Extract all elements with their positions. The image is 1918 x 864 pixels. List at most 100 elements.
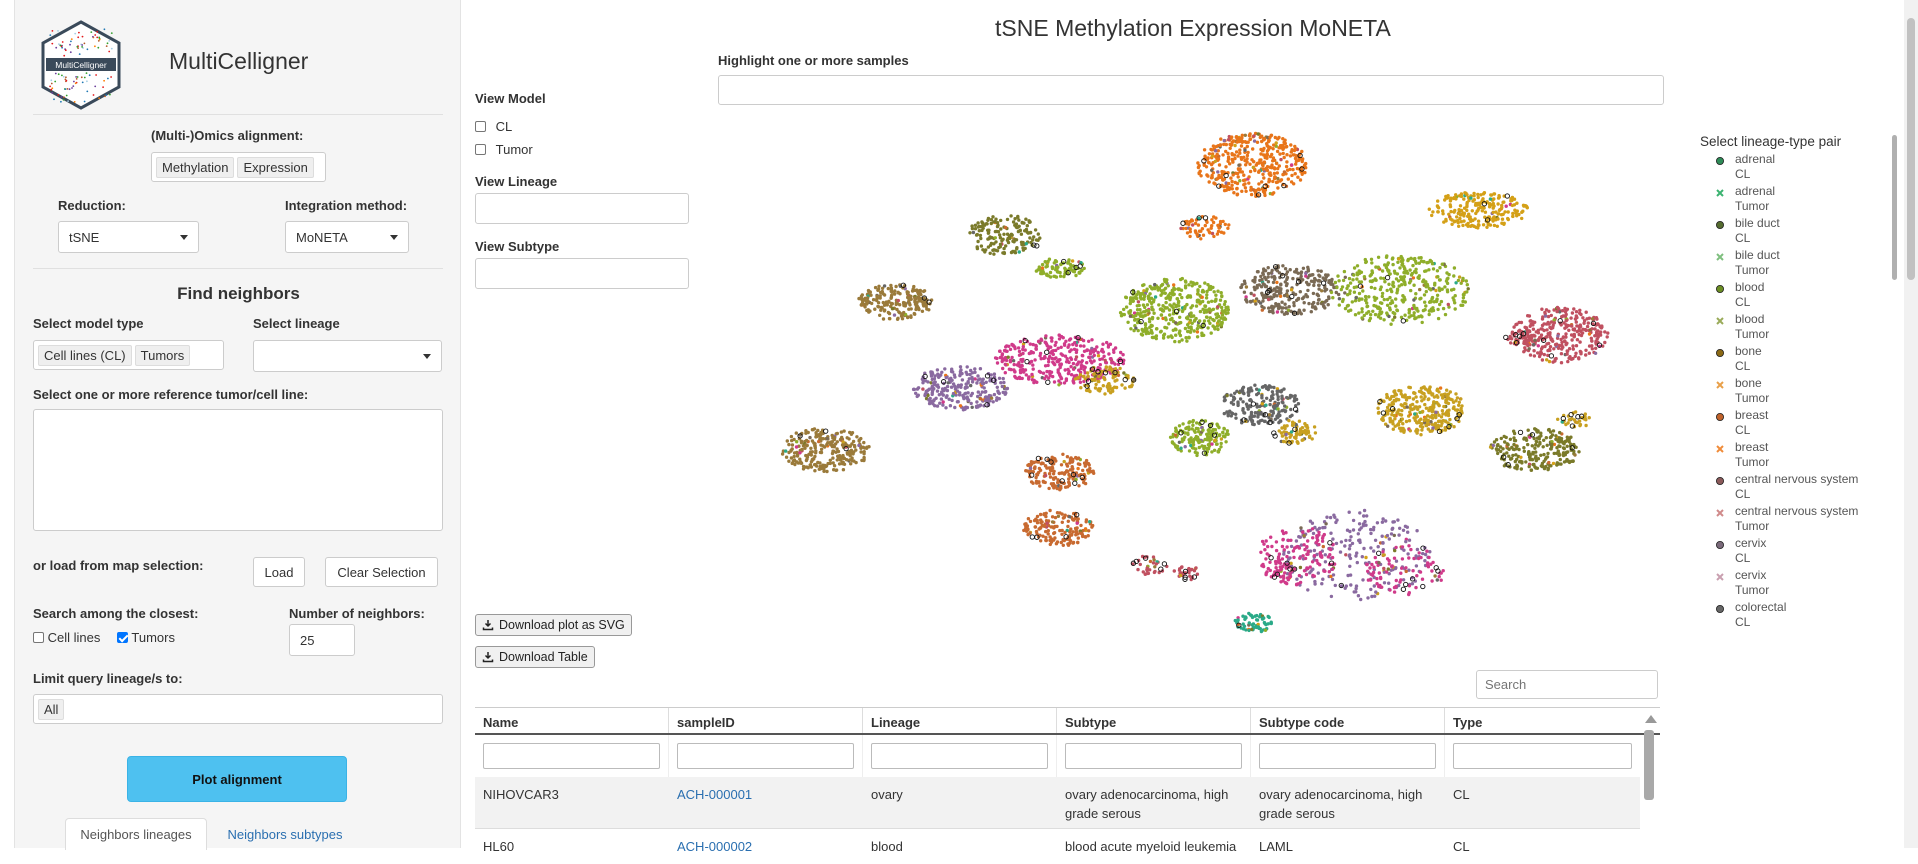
scatter-point [1358,280,1361,283]
scatter-point [998,392,1001,395]
scatter-point [1067,481,1070,484]
load-from-map-label: or load from map selection: [33,558,203,573]
scatter-point [1208,322,1211,325]
scatter-point [1071,465,1074,468]
scatter-point [1300,312,1303,315]
scatter-point [1397,533,1400,536]
scatter-point [1074,527,1077,530]
scatter-point [1196,335,1199,338]
scatter-point [1230,143,1233,146]
view-subtype-input[interactable] [475,258,689,289]
scatter-point [1071,458,1074,461]
scatter-point [1317,284,1320,287]
scatter-point [877,288,880,291]
view-model-cl-checkbox[interactable] [475,121,486,132]
omics-chip-expression[interactable]: Expression [237,157,313,178]
scatter-point [1512,325,1515,328]
scatter-point [1208,180,1211,183]
scatter-point [1205,293,1208,296]
scatter-point [966,395,969,398]
scatter-point [1066,368,1069,371]
scatter-point [1018,354,1021,357]
scatter-point [855,435,858,438]
scatter-point [925,307,928,310]
scatter-point [1283,170,1286,173]
cell-lines-option[interactable]: Cell lines [33,630,100,645]
lineage-select[interactable] [253,340,442,372]
highlight-samples-input[interactable] [718,75,1664,105]
scatter-point [1459,397,1462,400]
scatter-point [1509,438,1512,441]
clear-selection-button[interactable]: Clear Selection [325,557,438,587]
scatter-point [1584,424,1587,427]
scatter-point [1275,162,1278,165]
model-type-chip-tumors[interactable]: Tumors [135,345,191,366]
scatter-point [1248,138,1251,141]
scatter-point [1545,358,1548,361]
scatter-point [1272,191,1275,194]
scatter-point [1200,444,1203,447]
integration-method-select[interactable]: MoNETA [285,221,409,253]
scatter-point [1148,326,1151,329]
scatter-point [1428,208,1431,211]
tumors-checkbox[interactable] [117,632,128,643]
scatter-point [1267,298,1270,301]
scatter-point [1050,540,1053,543]
limit-lineage-select[interactable]: All [33,694,443,724]
view-lineage-input[interactable] [475,193,689,224]
scatter-point [1542,453,1545,456]
model-type-select[interactable]: Cell lines (CL) Tumors [33,340,224,370]
view-model-tumor-checkbox[interactable] [475,144,486,155]
scatter-point [1329,283,1332,286]
scatter-point [862,456,865,459]
scatter-point [1405,398,1408,401]
omics-chip-methylation[interactable]: Methylation [156,157,234,178]
scatter-point [1539,432,1542,435]
scatter-point [1369,588,1372,591]
scatter-point [1269,155,1272,158]
scatter-point [813,427,816,430]
num-neighbors-input[interactable]: 25 [289,624,355,656]
scatter-plot[interactable] [760,120,1680,640]
scatter-point [829,459,832,462]
scatter-point [1273,172,1276,175]
scatter-point [1114,346,1117,349]
plot-alignment-button[interactable]: Plot alignment [127,756,347,802]
scatter-point [1089,352,1092,355]
scatter-point [936,404,939,407]
scatter-point [1065,360,1068,363]
scatter-point [1461,279,1464,282]
limit-lineage-chip-all[interactable]: All [38,699,64,720]
scatter-point [1023,229,1026,232]
scatter-point [1041,263,1044,266]
omics-select[interactable]: Methylation Expression [151,152,326,182]
scatter-point [799,460,802,463]
scatter-point [1213,290,1216,293]
scatter-point [862,441,865,444]
reference-sample-input[interactable] [33,409,443,531]
scatter-point [1336,274,1339,277]
reduction-select[interactable]: tSNE [58,221,199,253]
scatter-point [1097,375,1100,378]
scatter-point [1418,297,1421,300]
scatter-point [1293,145,1296,148]
view-model-tumor-option[interactable]: Tumor [475,142,533,157]
view-model-cl-option[interactable]: CL [475,119,512,134]
scatter-point [1560,347,1563,350]
scatter-point [1497,212,1500,215]
tab-neighbors-subtypes[interactable]: Neighbors subtypes [215,818,355,850]
cell-lines-checkbox[interactable] [33,632,44,643]
model-type-chip-cl[interactable]: Cell lines (CL) [38,345,132,366]
scatter-point [1117,374,1120,377]
scatter-point [1461,212,1464,215]
scatter-point [861,293,864,296]
tab-neighbors-lineages[interactable]: Neighbors lineages [65,818,207,850]
scatter-point [1501,201,1504,204]
scatter-point [1039,513,1042,516]
tumors-option[interactable]: Tumors [117,630,175,645]
scatter-point [1477,223,1480,226]
scatter-point [1312,292,1315,295]
scatter-point [1164,287,1167,290]
load-button[interactable]: Load [253,557,305,587]
scatter-point [1276,310,1279,313]
